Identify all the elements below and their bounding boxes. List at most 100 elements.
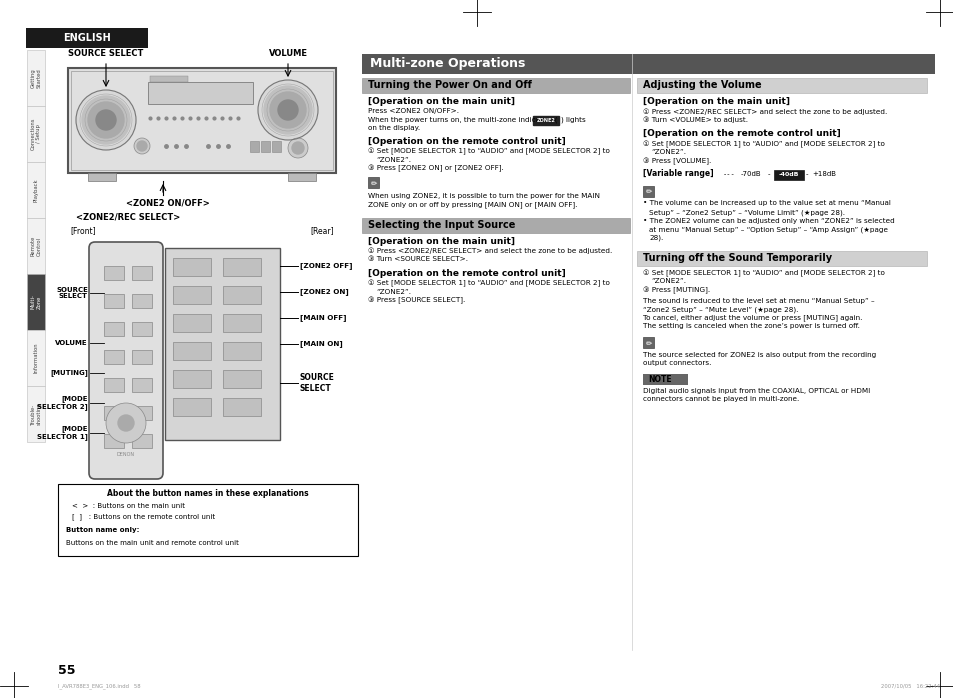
Text: Trouble-
shooting: Trouble- shooting bbox=[30, 403, 41, 425]
Bar bbox=[27, 50, 45, 106]
Circle shape bbox=[88, 102, 124, 138]
Bar bbox=[27, 274, 45, 330]
Text: -: - bbox=[767, 171, 770, 177]
Text: ① Set [MODE SELECTOR 1] to “AUDIO” and [MODE SELECTOR 2] to: ① Set [MODE SELECTOR 1] to “AUDIO” and [… bbox=[642, 140, 884, 148]
Text: “ZONE2”.: “ZONE2”. bbox=[375, 156, 411, 163]
Text: ---: --- bbox=[722, 171, 735, 177]
Text: ✏: ✏ bbox=[644, 186, 651, 195]
Text: Adjusting the Volume: Adjusting the Volume bbox=[642, 80, 760, 91]
Text: [Operation on the main unit]: [Operation on the main unit] bbox=[368, 97, 515, 106]
Text: ✏: ✏ bbox=[644, 338, 651, 347]
Bar bbox=[104, 294, 124, 308]
Text: Multi-zone Operations: Multi-zone Operations bbox=[370, 57, 525, 70]
Text: on the display.: on the display. bbox=[368, 125, 419, 131]
Text: ③ Press [ZONE2 ON] or [ZONE2 OFF].: ③ Press [ZONE2 ON] or [ZONE2 OFF]. bbox=[368, 165, 503, 172]
Text: [Front]: [Front] bbox=[70, 226, 95, 235]
Text: Press <ZONE2 ON/OFF>.: Press <ZONE2 ON/OFF>. bbox=[368, 108, 458, 114]
Text: [MUTING]: [MUTING] bbox=[51, 369, 88, 376]
Text: VOLUME: VOLUME bbox=[55, 340, 88, 346]
Text: Getting
Started: Getting Started bbox=[30, 68, 41, 88]
Bar bbox=[27, 218, 45, 274]
Text: “ZONE2”.: “ZONE2”. bbox=[375, 288, 411, 295]
Bar bbox=[361, 218, 629, 232]
Bar bbox=[150, 76, 188, 82]
Text: ① Press <ZONE2/REC SELECT> and select the zone to be adjusted.: ① Press <ZONE2/REC SELECT> and select th… bbox=[642, 108, 886, 114]
Bar bbox=[165, 248, 280, 440]
Text: ③ Press [VOLUME].: ③ Press [VOLUME]. bbox=[642, 158, 711, 165]
Bar bbox=[27, 106, 45, 162]
Text: Playback: Playback bbox=[33, 178, 38, 202]
Text: DENON: DENON bbox=[117, 452, 135, 457]
Bar bbox=[26, 28, 148, 48]
Text: “ZONE2”.: “ZONE2”. bbox=[650, 149, 685, 155]
Text: ① Set [MODE SELECTOR 1] to “AUDIO” and [MODE SELECTOR 2] to: ① Set [MODE SELECTOR 1] to “AUDIO” and [… bbox=[368, 148, 609, 156]
Bar bbox=[223, 258, 261, 276]
Text: [Variable range]: [Variable range] bbox=[642, 170, 713, 179]
Text: [Operation on the remote control unit]: [Operation on the remote control unit] bbox=[368, 137, 565, 146]
Bar bbox=[27, 386, 45, 442]
Bar bbox=[642, 373, 687, 385]
Text: Turning off the Sound Temporarily: Turning off the Sound Temporarily bbox=[642, 253, 831, 263]
Text: ZONE only on or off by pressing [MAIN ON] or [MAIN OFF].: ZONE only on or off by pressing [MAIN ON… bbox=[368, 202, 577, 208]
Text: ① Set [MODE SELECTOR 1] to “AUDIO” and [MODE SELECTOR 2] to: ① Set [MODE SELECTOR 1] to “AUDIO” and [… bbox=[368, 280, 609, 288]
Text: ) lights: ) lights bbox=[560, 117, 585, 123]
Bar bbox=[132, 294, 152, 308]
Circle shape bbox=[133, 138, 150, 154]
Text: SOURCE
SELECT: SOURCE SELECT bbox=[299, 373, 335, 393]
Bar bbox=[58, 484, 357, 556]
Text: Selecting the Input Source: Selecting the Input Source bbox=[368, 220, 515, 230]
Text: The source selected for ZONE2 is also output from the recording: The source selected for ZONE2 is also ou… bbox=[642, 352, 876, 358]
Circle shape bbox=[106, 403, 146, 443]
Text: [ZONE2 ON]: [ZONE2 ON] bbox=[299, 288, 349, 295]
Text: SOURCE SELECT: SOURCE SELECT bbox=[69, 50, 144, 59]
Bar bbox=[223, 286, 261, 304]
Text: The setting is canceled when the zone’s power is turned off.: The setting is canceled when the zone’s … bbox=[642, 323, 859, 329]
Circle shape bbox=[270, 92, 306, 128]
Circle shape bbox=[96, 110, 116, 130]
Bar bbox=[104, 378, 124, 392]
Bar bbox=[104, 350, 124, 364]
Circle shape bbox=[82, 96, 130, 144]
Bar bbox=[637, 251, 926, 265]
Bar bbox=[223, 398, 261, 416]
Text: Multi-
Zone: Multi- Zone bbox=[30, 295, 41, 309]
Bar bbox=[104, 434, 124, 448]
Circle shape bbox=[257, 80, 317, 140]
Bar bbox=[148, 82, 253, 104]
Bar bbox=[172, 314, 211, 332]
Bar bbox=[132, 266, 152, 280]
Bar bbox=[104, 266, 124, 280]
Text: -70dB: -70dB bbox=[740, 171, 760, 177]
Bar bbox=[71, 71, 333, 170]
Text: ③ Turn <VOLUME> to adjust.: ③ Turn <VOLUME> to adjust. bbox=[642, 117, 747, 123]
Bar bbox=[27, 330, 45, 386]
Bar bbox=[68, 68, 335, 173]
Text: When using ZONE2, it is possible to turn the power for the MAIN: When using ZONE2, it is possible to turn… bbox=[368, 193, 599, 199]
Text: ✏: ✏ bbox=[370, 178, 376, 187]
Circle shape bbox=[137, 141, 147, 151]
Text: [MODE
SELECTOR 1]: [MODE SELECTOR 1] bbox=[37, 426, 88, 440]
Text: <ZONE2/REC SELECT>: <ZONE2/REC SELECT> bbox=[76, 212, 180, 221]
Text: ① Press <ZONE2/REC SELECT> and select the zone to be adjusted.: ① Press <ZONE2/REC SELECT> and select th… bbox=[368, 248, 612, 254]
Text: VOLUME: VOLUME bbox=[268, 50, 307, 59]
Text: I_AVR788E3_ENG_106.indd   58: I_AVR788E3_ENG_106.indd 58 bbox=[58, 683, 140, 689]
Text: About the button names in these explanations: About the button names in these explanat… bbox=[107, 489, 309, 498]
Text: [MAIN ON]: [MAIN ON] bbox=[299, 341, 342, 348]
Text: “ZONE2”.: “ZONE2”. bbox=[650, 278, 685, 284]
Bar bbox=[132, 322, 152, 336]
Text: ENGLISH: ENGLISH bbox=[63, 33, 111, 43]
Text: SOURCE
SELECT: SOURCE SELECT bbox=[56, 286, 88, 299]
Bar bbox=[172, 286, 211, 304]
Bar bbox=[368, 177, 378, 188]
Bar bbox=[223, 314, 261, 332]
Circle shape bbox=[288, 138, 308, 158]
Text: <ZONE2 ON/OFF>: <ZONE2 ON/OFF> bbox=[126, 198, 210, 207]
Bar bbox=[132, 434, 152, 448]
Text: [ZONE2 OFF]: [ZONE2 OFF] bbox=[299, 262, 352, 269]
Bar bbox=[172, 342, 211, 360]
Text: ③ Press [SOURCE SELECT].: ③ Press [SOURCE SELECT]. bbox=[368, 297, 465, 304]
Text: at menu “Manual Setup” – “Option Setup” – “Amp Assign” (★page: at menu “Manual Setup” – “Option Setup” … bbox=[648, 226, 887, 232]
Text: • The ZONE2 volume can be adjusted only when “ZONE2” is selected: • The ZONE2 volume can be adjusted only … bbox=[642, 218, 894, 223]
Text: 28).: 28). bbox=[648, 235, 662, 241]
Text: To cancel, either adjust the volume or press [MUTING] again.: To cancel, either adjust the volume or p… bbox=[642, 315, 862, 321]
